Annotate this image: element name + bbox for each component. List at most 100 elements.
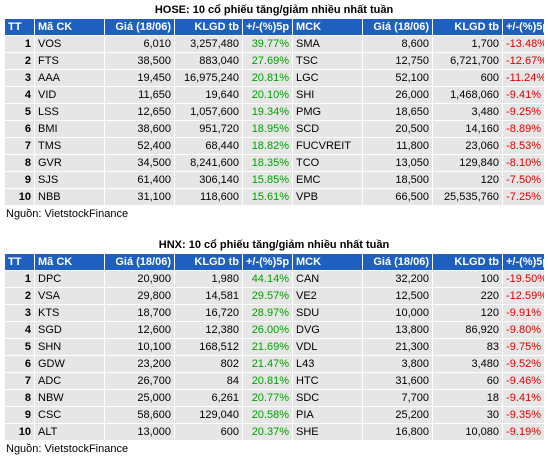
- hose-cell-change: 39.77%: [242, 35, 293, 53]
- hose-cell-klgd-2: 129,840: [432, 154, 503, 172]
- hnx-cell-gia: 20,900: [104, 270, 175, 288]
- hnx-cell-tt: 3: [4, 304, 35, 322]
- hnx-cell-gia-2: 10,000: [362, 304, 433, 322]
- hnx-cell-klgd: 168,512: [174, 338, 243, 356]
- hnx-cell-mck-2: PIA: [292, 406, 363, 424]
- hose-header-klgd: KLGD tb: [174, 18, 243, 36]
- hose-cell-klgd: 19,640: [174, 86, 243, 104]
- hose-cell-mck-2: SCD: [292, 120, 363, 138]
- hose-cell-klgd-2: 25,535,760: [432, 188, 503, 206]
- hose-cell-klgd-2: 120: [432, 171, 503, 189]
- hnx-cell-klgd-2: 120: [432, 304, 503, 322]
- hnx-cell-klgd: 1,980: [174, 270, 243, 288]
- hnx-cell-klgd: 129,040: [174, 406, 243, 424]
- hnx-cell-mck-2: VE2: [292, 287, 363, 305]
- hnx-cell-tt: 1: [4, 270, 35, 288]
- hose-cell-tt: 7: [4, 137, 35, 155]
- hnx-cell-change: 20.58%: [242, 406, 293, 424]
- table-row: 9 CSC 58,600 129,040 20.58% PIA 25,200 30 -9.35%: [4, 406, 545, 424]
- hnx-cell-change: 20.77%: [242, 389, 293, 407]
- hnx-cell-change-2: -9.75%: [502, 338, 545, 356]
- hose-cell-change-2: -13.48%: [502, 35, 545, 53]
- hnx-cell-change-2: -9.46%: [502, 372, 545, 390]
- hose-cell-klgd: 1,057,600: [174, 103, 243, 121]
- hnx-cell-gia: 13,000: [104, 423, 175, 441]
- table-row: 2 VSA 29,800 14,581 29.57% VE2 12,500 220 -12.59…: [4, 287, 545, 305]
- hose-cell-klgd-2: 1,468,060: [432, 86, 503, 104]
- hose-cell-gia: 12,650: [104, 103, 175, 121]
- hnx-cell-ma-ck: SGD: [34, 321, 105, 339]
- table-row: 4 VID 11,650 19,640 20.10% SHI 26,000 1,468,060…: [4, 86, 545, 104]
- hose-section: HOSE: 10 cổ phiếu tăng/giảm nhiều nhất t…: [4, 2, 545, 222]
- hnx-header-gia-2: Giá (18/06): [362, 253, 433, 271]
- hose-cell-change: 20.10%: [242, 86, 293, 104]
- hose-cell-mck-2: VPB: [292, 188, 363, 206]
- hnx-cell-ma-ck: NBW: [34, 389, 105, 407]
- hnx-cell-gia: 18,700: [104, 304, 175, 322]
- hose-cell-klgd: 306,140: [174, 171, 243, 189]
- hnx-cell-gia-2: 32,200: [362, 270, 433, 288]
- hose-cell-tt: 10: [4, 188, 35, 206]
- hnx-cell-klgd-2: 86,920: [432, 321, 503, 339]
- hnx-cell-mck-2: L43: [292, 355, 363, 373]
- hose-cell-klgd: 3,257,480: [174, 35, 243, 53]
- hose-cell-gia-2: 11,800: [362, 137, 433, 155]
- hnx-cell-gia: 25,000: [104, 389, 175, 407]
- hnx-cell-tt: 9: [4, 406, 35, 424]
- hnx-cell-gia-2: 3,800: [362, 355, 433, 373]
- hnx-cell-ma-ck: KTS: [34, 304, 105, 322]
- hnx-cell-gia-2: 12,500: [362, 287, 433, 305]
- table-row: 1 VOS 6,010 3,257,480 39.77% SMA 8,600 1,700 -13…: [4, 35, 545, 53]
- hose-cell-ma-ck: NBB: [34, 188, 105, 206]
- hose-cell-gia-2: 20,500: [362, 120, 433, 138]
- hnx-cell-ma-ck: GDW: [34, 355, 105, 373]
- hose-cell-ma-ck: GVR: [34, 154, 105, 172]
- hnx-cell-mck-2: SHE: [292, 423, 363, 441]
- hnx-cell-tt: 2: [4, 287, 35, 305]
- hnx-cell-gia: 29,800: [104, 287, 175, 305]
- hose-cell-klgd-2: 1,700: [432, 35, 503, 53]
- hose-cell-gia: 11,650: [104, 86, 175, 104]
- table-row: 4 SGD 12,600 12,380 26.00% DVG 13,800 86,920 -9.…: [4, 321, 545, 339]
- hose-cell-tt: 1: [4, 35, 35, 53]
- hnx-cell-klgd: 600: [174, 423, 243, 441]
- hnx-cell-change: 26.00%: [242, 321, 293, 339]
- hnx-header-change-2: +/-(%)5p: [502, 253, 545, 271]
- hnx-cell-change-2: -12.59%: [502, 287, 545, 305]
- table-row: 6 GDW 23,200 802 21.47% L43 3,800 3,480 -9.52%: [4, 355, 545, 373]
- table-row: 10 ALT 13,000 600 20.37% SHE 16,800 10,080 -9.19…: [4, 423, 545, 441]
- hose-cell-mck-2: TCO: [292, 154, 363, 172]
- hnx-cell-gia-2: 31,600: [362, 372, 433, 390]
- hose-cell-ma-ck: LSS: [34, 103, 105, 121]
- hose-cell-ma-ck: VID: [34, 86, 105, 104]
- hnx-header-tt: TT: [4, 253, 35, 271]
- hose-cell-klgd: 8,241,600: [174, 154, 243, 172]
- hnx-cell-klgd-2: 220: [432, 287, 503, 305]
- hnx-cell-change: 44.14%: [242, 270, 293, 288]
- hnx-cell-klgd: 6,261: [174, 389, 243, 407]
- table-row: 1 DPC 20,900 1,980 44.14% CAN 32,200 100 -19.50%: [4, 270, 545, 288]
- hose-cell-tt: 4: [4, 86, 35, 104]
- hose-cell-gia: 34,500: [104, 154, 175, 172]
- hose-cell-change-2: -12.67%: [502, 52, 545, 70]
- hose-cell-change: 18.35%: [242, 154, 293, 172]
- hose-cell-change: 27.69%: [242, 52, 293, 70]
- hnx-cell-klgd: 14,581: [174, 287, 243, 305]
- table-row: 9 SJS 61,400 306,140 15.85% EMC 18,500 120 -7.50…: [4, 171, 545, 189]
- hose-cell-mck-2: EMC: [292, 171, 363, 189]
- hose-cell-change-2: -8.53%: [502, 137, 545, 155]
- hose-cell-gia-2: 18,650: [362, 103, 433, 121]
- hose-header-gia: Giá (18/06): [104, 18, 175, 36]
- hose-cell-tt: 9: [4, 171, 35, 189]
- hose-cell-ma-ck: AAA: [34, 69, 105, 87]
- table-row: 5 SHN 10,100 168,512 21.69% VDL 21,300 83 -9.75%: [4, 338, 545, 356]
- hnx-cell-klgd: 16,720: [174, 304, 243, 322]
- hnx-cell-change: 21.69%: [242, 338, 293, 356]
- hose-cell-gia: 19,450: [104, 69, 175, 87]
- hnx-cell-ma-ck: CSC: [34, 406, 105, 424]
- hnx-cell-klgd-2: 10,080: [432, 423, 503, 441]
- hose-cell-change-2: -11.24%: [502, 69, 545, 87]
- hnx-cell-klgd-2: 18: [432, 389, 503, 407]
- hnx-table: TT Mã CK Giá (18/06) KLGD tb +/-(%)5p MCK Giá …: [4, 253, 545, 441]
- hnx-cell-change-2: -9.19%: [502, 423, 545, 441]
